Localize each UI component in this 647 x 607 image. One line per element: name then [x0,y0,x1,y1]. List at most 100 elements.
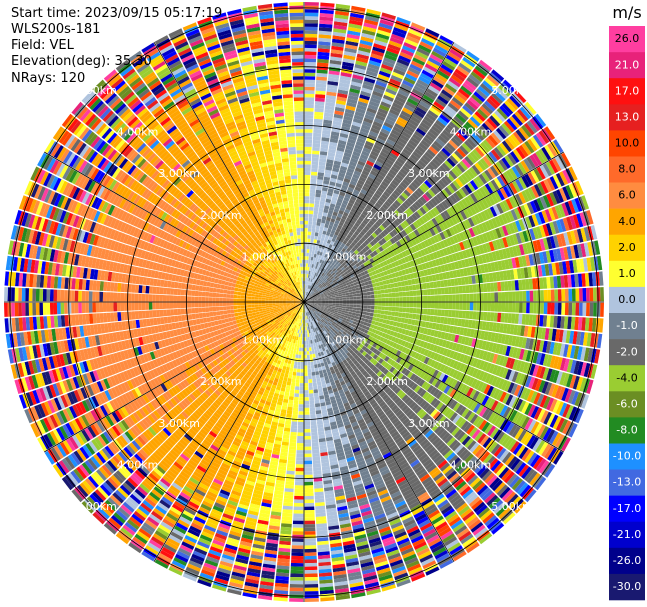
range-gate [316,261,320,266]
range-gate [405,125,415,133]
range-gate [306,347,309,352]
range-gate [517,108,529,122]
range-gate [352,118,363,124]
range-gate [313,296,318,299]
range-gate [352,74,364,81]
range-gate [316,186,322,191]
range-gate [318,274,322,279]
range-gate [456,163,466,173]
range-gate [310,274,313,279]
range-gate [439,240,446,249]
range-gate [352,264,358,270]
range-gate [405,291,410,297]
range-gate [358,97,369,104]
range-gate [342,223,348,229]
range-gate [463,208,471,219]
range-gate [311,431,318,436]
range-gate [373,286,378,291]
range-gate [559,171,569,185]
range-gate [433,101,445,111]
range-gate [322,130,331,135]
range-gate [377,306,382,310]
range-gate [317,278,321,282]
range-gate [344,254,349,260]
range-gate [490,282,495,292]
range-gate [360,271,366,276]
range-gate [311,171,318,176]
range-gate [401,192,409,200]
range-gate [457,175,467,186]
range-gate [305,295,307,299]
range-gate [363,308,368,312]
range-gate [304,54,317,59]
range-gate [322,256,327,262]
range-gate [342,283,347,287]
range-gate [360,213,366,219]
range-gate [539,165,549,178]
range-gate [360,127,370,134]
range-gate [353,170,362,177]
range-gate [469,293,474,302]
range-gate [342,275,347,279]
range-gate [314,115,324,120]
range-gate [386,198,394,205]
range-gate [316,80,327,85]
range-gate [310,421,317,426]
range-gate [336,286,341,290]
range-gate [342,306,347,309]
range-gate [356,257,361,263]
range-gate [547,289,552,302]
range-gate [325,242,330,248]
range-gate [304,93,315,98]
range-gate [304,273,306,278]
range-gate [335,153,343,159]
range-gate [376,29,391,37]
range-gate [304,259,307,264]
range-gate [311,438,319,443]
range-gate [550,289,555,302]
range-gate [386,269,392,275]
range-gate [401,312,406,318]
range-gate [456,147,467,158]
range-gate [343,51,357,57]
range-gate [393,266,398,273]
range-gate [305,263,308,267]
range-gate [324,169,332,175]
range-gate [557,289,562,302]
range-gate [419,206,427,215]
range-gate [381,298,386,302]
range-gate [521,124,532,138]
range-gate [366,222,373,229]
range-gate [323,119,333,125]
range-gate [341,257,347,262]
range-gate [333,28,347,34]
range-gate [304,86,315,91]
range-gate [331,262,335,267]
range-gate [343,177,351,184]
range-gate [345,306,350,310]
range-gate [310,417,317,422]
range-gate [377,107,389,115]
range-gate [458,62,472,74]
range-gate [473,191,481,201]
range-gate [384,248,390,255]
range-gate [403,162,413,171]
range-gate [331,196,338,202]
range-gate [328,236,333,241]
range-gate [322,273,327,278]
range-gate [490,193,499,204]
range-gate [395,233,402,241]
range-gate [328,256,333,261]
range-gate [364,19,379,26]
range-gate [363,207,371,214]
range-gate [546,193,555,207]
range-gate [312,136,321,141]
range-gate [304,213,309,218]
range-gate [327,228,332,233]
range-gate [367,295,371,299]
range-gate [310,297,314,300]
range-gate [547,302,552,315]
range-gate [426,238,433,246]
range-gate [416,187,425,196]
range-gate [499,201,507,213]
